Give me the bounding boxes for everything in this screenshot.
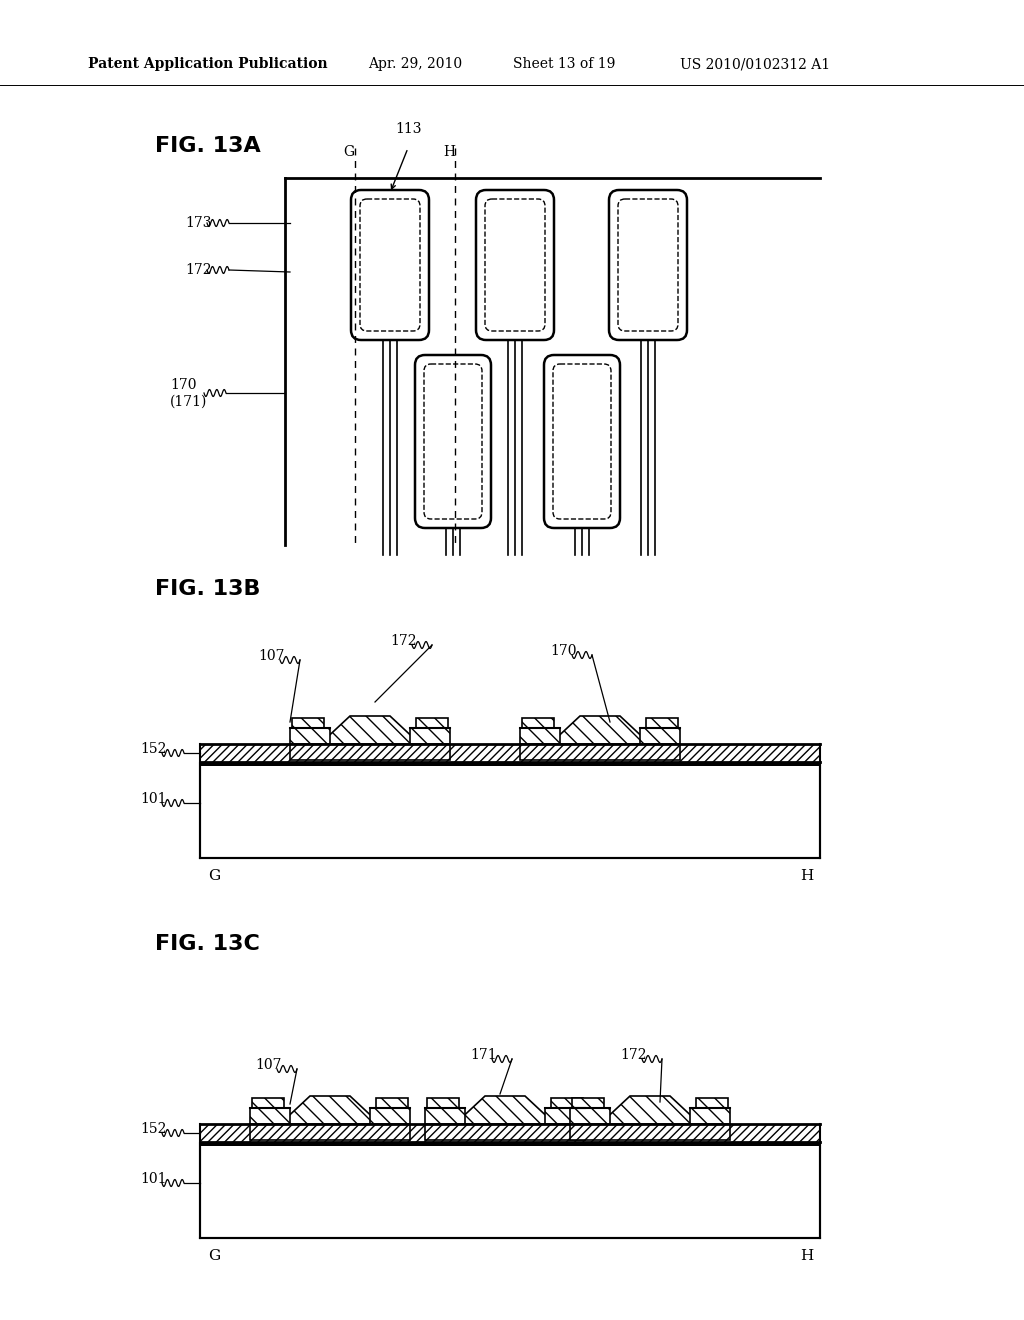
Text: G: G xyxy=(208,1249,220,1263)
Text: 152: 152 xyxy=(140,1122,166,1137)
Polygon shape xyxy=(280,1096,380,1125)
Bar xyxy=(410,729,450,744)
Bar xyxy=(250,1107,290,1125)
Bar xyxy=(520,729,560,744)
FancyBboxPatch shape xyxy=(415,355,490,528)
Polygon shape xyxy=(319,715,420,744)
Polygon shape xyxy=(455,1096,555,1125)
Text: Apr. 29, 2010: Apr. 29, 2010 xyxy=(368,57,462,71)
Bar xyxy=(425,1107,465,1125)
Text: 172: 172 xyxy=(620,1048,646,1063)
Text: 171: 171 xyxy=(470,1048,497,1063)
Text: 107: 107 xyxy=(258,649,285,663)
Text: FIG. 13C: FIG. 13C xyxy=(155,935,260,954)
Bar xyxy=(572,1098,604,1107)
Text: FIG. 13B: FIG. 13B xyxy=(155,579,260,599)
Text: US 2010/0102312 A1: US 2010/0102312 A1 xyxy=(680,57,830,71)
FancyBboxPatch shape xyxy=(351,190,429,341)
Bar xyxy=(520,744,680,760)
Bar xyxy=(200,763,820,858)
Polygon shape xyxy=(550,715,650,744)
FancyBboxPatch shape xyxy=(476,190,554,341)
Text: 101: 101 xyxy=(140,1172,167,1185)
Bar xyxy=(425,1125,585,1140)
Bar xyxy=(690,1107,730,1125)
Bar xyxy=(292,718,324,729)
Bar xyxy=(290,729,330,744)
Text: H: H xyxy=(800,869,813,883)
FancyBboxPatch shape xyxy=(424,364,482,519)
Text: G: G xyxy=(343,145,354,158)
Bar xyxy=(427,1098,459,1107)
FancyBboxPatch shape xyxy=(553,364,611,519)
Polygon shape xyxy=(600,1096,700,1125)
Text: 170: 170 xyxy=(550,644,577,657)
FancyBboxPatch shape xyxy=(360,199,420,331)
Bar xyxy=(200,1143,820,1238)
Text: 101: 101 xyxy=(140,792,167,807)
Bar xyxy=(200,1142,820,1146)
Bar xyxy=(200,744,820,762)
Text: H: H xyxy=(800,1249,813,1263)
Text: 172: 172 xyxy=(390,634,417,648)
Bar xyxy=(200,1125,820,1142)
Bar xyxy=(370,1107,410,1125)
FancyBboxPatch shape xyxy=(544,355,620,528)
Text: 173: 173 xyxy=(185,216,212,230)
Bar xyxy=(640,729,680,744)
Bar xyxy=(551,1098,583,1107)
Bar xyxy=(570,1107,610,1125)
Bar xyxy=(252,1098,284,1107)
Bar xyxy=(570,1125,730,1140)
Bar xyxy=(646,718,678,729)
Text: 107: 107 xyxy=(255,1059,282,1072)
Text: G: G xyxy=(208,869,220,883)
Bar xyxy=(416,718,449,729)
Text: 113: 113 xyxy=(395,121,422,136)
Text: 152: 152 xyxy=(140,742,166,756)
Text: 172: 172 xyxy=(185,263,212,277)
Bar xyxy=(545,1107,585,1125)
Text: H: H xyxy=(443,145,455,158)
Text: Sheet 13 of 19: Sheet 13 of 19 xyxy=(513,57,615,71)
Bar xyxy=(200,762,820,766)
Text: FIG. 13A: FIG. 13A xyxy=(155,136,261,156)
Text: Patent Application Publication: Patent Application Publication xyxy=(88,57,328,71)
FancyBboxPatch shape xyxy=(485,199,545,331)
Bar xyxy=(522,718,554,729)
FancyBboxPatch shape xyxy=(609,190,687,341)
Bar xyxy=(290,744,450,760)
Text: (171): (171) xyxy=(170,395,208,409)
Bar xyxy=(696,1098,728,1107)
Bar xyxy=(250,1125,410,1140)
FancyBboxPatch shape xyxy=(618,199,678,331)
Bar xyxy=(376,1098,408,1107)
Text: 170: 170 xyxy=(170,378,197,392)
